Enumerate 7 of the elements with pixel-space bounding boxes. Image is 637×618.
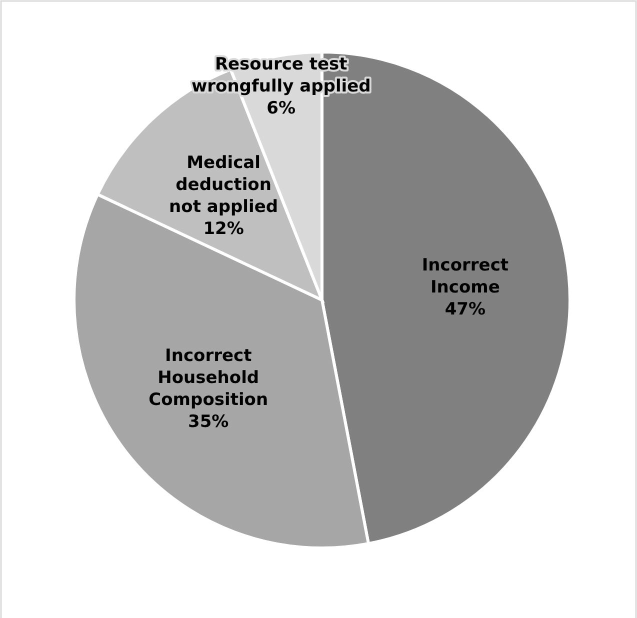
data-label: 12% (203, 219, 244, 240)
data-label: 47% (444, 299, 486, 320)
data-label: 35% (188, 412, 229, 432)
slice-label: Medical deduction not applied (169, 153, 278, 218)
data-label: 6% (266, 98, 296, 119)
slice-label: Incorrect Household Composition (148, 346, 268, 410)
slice-label: Incorrect Income (422, 255, 509, 298)
